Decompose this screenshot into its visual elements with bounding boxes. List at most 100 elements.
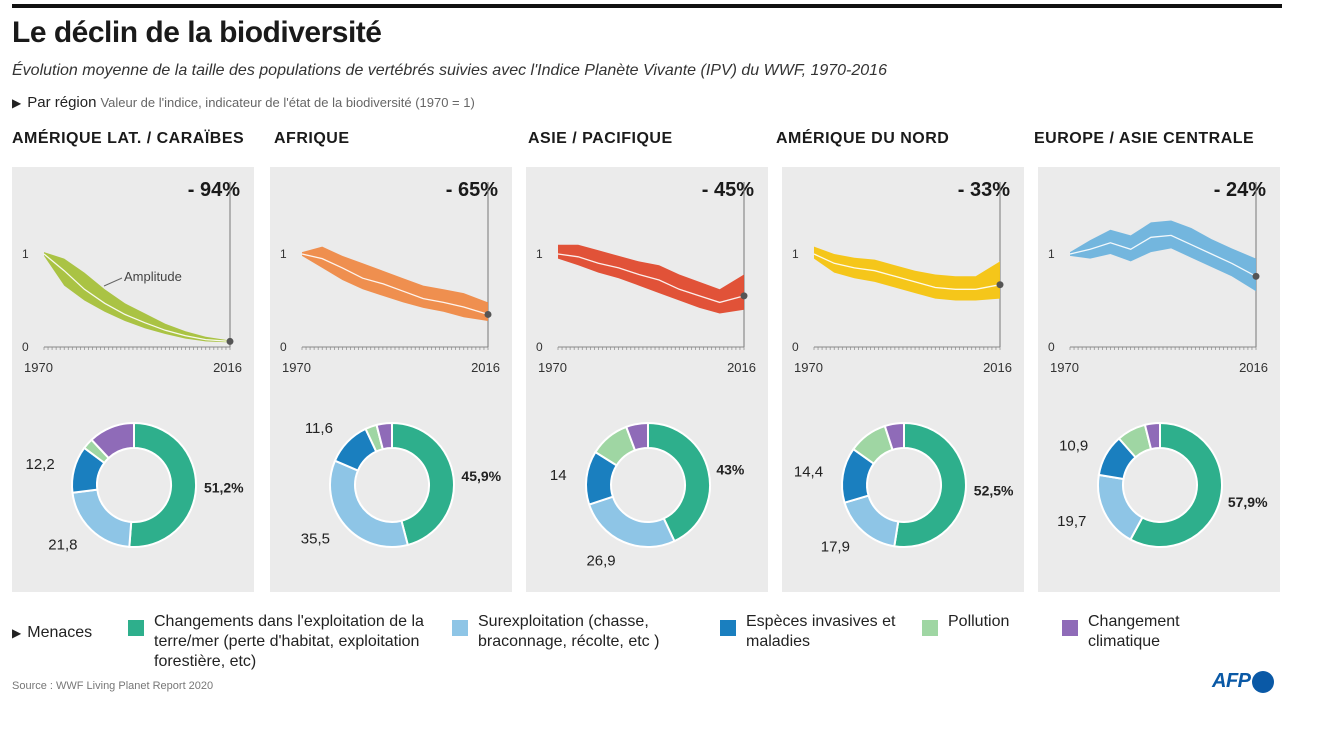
end-point xyxy=(226,337,234,345)
legend-text: Changement climatique xyxy=(1088,613,1180,650)
index-line xyxy=(1069,234,1257,277)
x-tick-label-end: 2016 xyxy=(983,360,1012,375)
legend-item-pollution: Pollution xyxy=(922,612,1058,636)
donut-slice xyxy=(329,459,410,548)
legend-swatch xyxy=(452,620,468,636)
region-title-latam: AMÉRIQUE LAT. / CARAÏBES xyxy=(12,130,245,147)
x-tick-label-end: 2016 xyxy=(471,360,500,375)
donut-label: 57,9% xyxy=(1228,494,1268,510)
donut-slice xyxy=(893,421,967,548)
page-subtitle: Évolution moyenne de la taille des popul… xyxy=(12,62,887,79)
index-line xyxy=(557,253,745,304)
donut-slice xyxy=(1097,473,1144,541)
y-tick-label-0: 0 xyxy=(22,340,29,354)
legend-item-climate: Changement climatique xyxy=(1062,612,1228,652)
annotation-leader xyxy=(103,277,123,287)
legend-title: ▶ Menaces xyxy=(12,624,92,642)
x-tick-label-start: 1970 xyxy=(794,360,823,375)
donut-slice xyxy=(647,421,711,543)
legend-text: Pollution xyxy=(948,613,1010,630)
legend-text: Surexploitation (chasse, braconnage, réc… xyxy=(478,613,660,650)
legend-item-overexploitation: Surexploitation (chasse, braconnage, réc… xyxy=(452,612,708,652)
charts-svg: - 94% 1 0 1970 2016 Amplitude 51,2% 21,8 12,2 - 6… xyxy=(22,179,1268,569)
decline-label: - 94% xyxy=(188,179,240,201)
top-rule xyxy=(12,4,1282,8)
y-tick-label-0: 0 xyxy=(792,340,799,354)
legend-swatch xyxy=(128,620,144,636)
afp-logo-text: AFP xyxy=(1212,670,1251,692)
donut-slice xyxy=(375,421,393,451)
region-label: Par région xyxy=(27,94,97,111)
donut-label: 45,9% xyxy=(461,468,501,484)
region-title-asie: ASIE / PACIFIQUE xyxy=(528,130,673,147)
amplitude-band xyxy=(44,252,230,343)
x-tick-label-start: 1970 xyxy=(538,360,567,375)
x-tick-label-start: 1970 xyxy=(1050,360,1079,375)
afp-logo: AFP xyxy=(1212,670,1274,693)
donut-label: 21,8 xyxy=(48,536,77,553)
amplitude-band xyxy=(814,246,1000,301)
y-tick-label-1: 1 xyxy=(536,247,543,261)
x-tick-label-start: 1970 xyxy=(282,360,311,375)
region-title-europe: EUROPE / ASIE CENTRALE xyxy=(1034,130,1255,147)
donut-slice xyxy=(391,421,455,547)
y-tick-label-0: 0 xyxy=(280,340,287,354)
donut-slice xyxy=(128,421,198,548)
donut-label: 43% xyxy=(716,462,745,478)
y-tick-label-0: 0 xyxy=(1048,340,1055,354)
x-tick-label-end: 2016 xyxy=(213,360,242,375)
index-line xyxy=(43,253,231,343)
region-caption: ▶ Par région Valeur de l'indice, indicateu… xyxy=(12,94,475,111)
amplitude-annotation: Amplitude xyxy=(124,269,182,284)
legend-item-land-use: Changements dans l'exploitation de la te… xyxy=(128,612,444,672)
y-tick-label-1: 1 xyxy=(1048,247,1055,261)
donut-label: 52,5% xyxy=(974,482,1014,498)
end-point xyxy=(740,292,748,300)
donut-label: 26,9 xyxy=(586,552,615,569)
donut-slice xyxy=(1129,421,1223,548)
legend-text: Changements dans l'exploitation de la te… xyxy=(154,613,424,670)
triangle-right-icon: ▶ xyxy=(12,96,22,110)
legend-swatch xyxy=(1062,620,1078,636)
legend-swatch xyxy=(922,620,938,636)
donut-slice xyxy=(883,421,905,452)
triangle-right-icon: ▶ xyxy=(12,626,22,640)
amplitude-band xyxy=(558,244,744,314)
decline-label: - 24% xyxy=(1214,179,1266,201)
afp-logo-dot xyxy=(1251,670,1274,693)
donut-label: 17,9 xyxy=(821,539,850,556)
donut-label: 35,5 xyxy=(301,531,330,548)
donut-label: 51,2% xyxy=(204,480,244,496)
donut-slice xyxy=(624,421,649,452)
y-tick-label-1: 1 xyxy=(22,247,29,261)
donut-label: 12,2 xyxy=(26,456,55,473)
donut-slice xyxy=(71,488,133,548)
x-tick-label-start: 1970 xyxy=(24,360,53,375)
y-tick-label-1: 1 xyxy=(280,247,287,261)
donut-label: 14,4 xyxy=(794,464,823,481)
source-note: Source : WWF Living Planet Report 2020 xyxy=(12,680,214,692)
amplitude-band xyxy=(302,246,488,321)
legend-label: Menaces xyxy=(27,624,93,641)
page-title: Le déclin de la biodiversité xyxy=(12,16,382,49)
legend-text: Espèces invasives et maladies xyxy=(746,613,896,650)
donut-label: 10,9 xyxy=(1059,437,1088,454)
decline-label: - 33% xyxy=(958,179,1010,201)
legend: ▶ Menaces Changements dans l'exploitation… xyxy=(12,612,1302,672)
region-title-amerique-nord: AMÉRIQUE DU NORD xyxy=(776,130,950,147)
y-tick-label-0: 0 xyxy=(536,340,543,354)
donut-slice xyxy=(90,421,135,460)
donut-slice xyxy=(587,495,676,548)
index-line xyxy=(301,253,489,316)
donut-label: 14 xyxy=(550,467,567,484)
x-tick-label-end: 2016 xyxy=(727,360,756,375)
end-point xyxy=(484,310,492,318)
amplitude-band xyxy=(1070,220,1256,292)
decline-label: - 45% xyxy=(702,179,754,201)
x-tick-label-end: 2016 xyxy=(1239,360,1268,375)
donut-slice xyxy=(1143,421,1161,451)
legend-item-invasive: Espèces invasives et maladies xyxy=(720,612,916,652)
y-tick-label-1: 1 xyxy=(792,247,799,261)
end-point xyxy=(996,281,1004,289)
donut-label: 19,7 xyxy=(1057,513,1086,530)
